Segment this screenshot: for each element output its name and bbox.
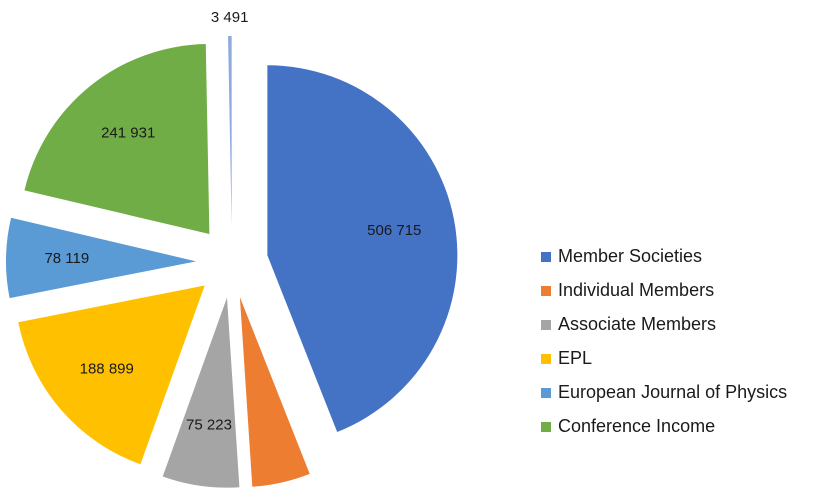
legend-swatch: [541, 286, 551, 296]
legend-label: Individual Members: [558, 280, 714, 300]
data-label: 78 119: [44, 250, 89, 267]
data-label: 241 931: [101, 124, 155, 141]
pie-slice: [24, 44, 210, 234]
legend-swatch: [541, 354, 551, 364]
legend-swatch: [541, 422, 551, 432]
data-label: 506 715: [367, 222, 421, 239]
data-label: 188 899: [80, 361, 134, 378]
legend-label: Conference Income: [558, 416, 715, 436]
legend-swatch: [541, 388, 551, 398]
pie-slice: [6, 217, 197, 299]
legend-label: EPL: [558, 348, 592, 368]
pie-slice: [162, 297, 240, 488]
data-label: 75 223: [186, 417, 232, 434]
legend-swatch: [541, 320, 551, 330]
pie-slice: [228, 36, 232, 227]
data-label: 3 491: [211, 9, 249, 26]
pie-slice: [267, 65, 458, 432]
legend-label: Member Societies: [558, 246, 702, 266]
pie-slice: [239, 297, 310, 487]
legend-swatch: [541, 252, 551, 262]
legend-label: European Journal of Physics: [558, 382, 787, 402]
pie-slice: [18, 285, 205, 465]
legend-label: Associate Members: [558, 314, 716, 334]
